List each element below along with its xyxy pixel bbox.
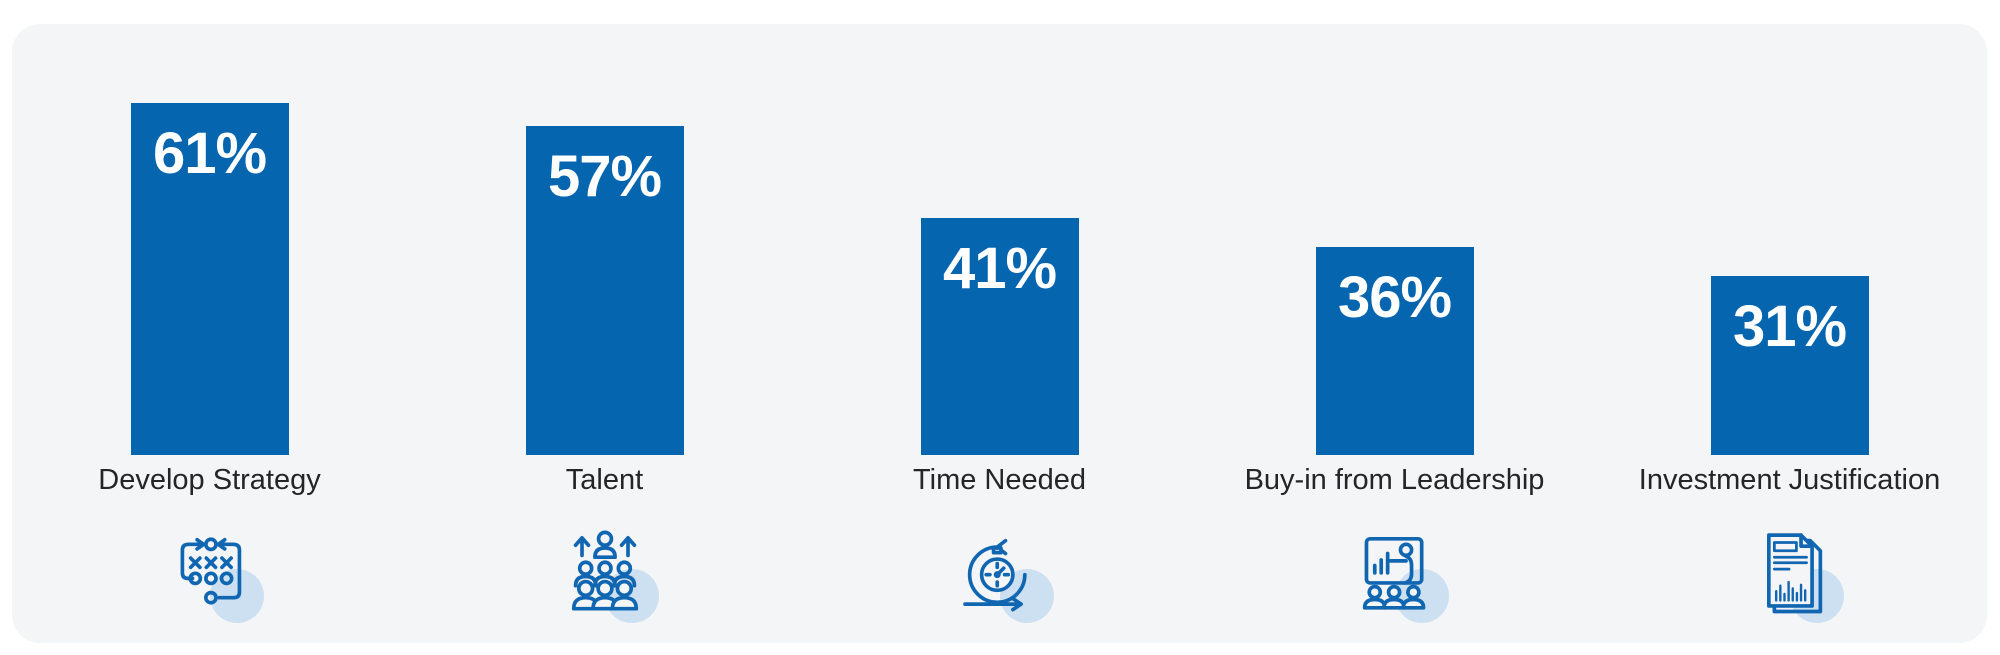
- bar-value-label: 36%: [1337, 265, 1452, 330]
- chart-column: 57% Talent: [407, 24, 802, 623]
- bar-value-label: 61%: [152, 121, 267, 186]
- bar: 36%: [1315, 247, 1474, 455]
- icon-wrap: [1738, 525, 1844, 623]
- bar-chart: 61% Develop Strategy 57% Talent 41% Time…: [12, 24, 1987, 623]
- icon-wrap: [948, 525, 1054, 623]
- chart-column: 41% Time Needed: [802, 24, 1197, 623]
- bar-value-label: 57%: [547, 144, 662, 209]
- bar: 61%: [130, 103, 289, 455]
- icon-wrap: [1343, 525, 1449, 623]
- bar: 31%: [1710, 276, 1869, 455]
- chart-column: 31% Investment Justification: [1592, 24, 1987, 623]
- leadership-presentation-icon: [1362, 536, 1425, 610]
- bar-area: 57%: [525, 24, 684, 455]
- chart-column: 61% Develop Strategy: [12, 24, 407, 623]
- bar-area: 31%: [1710, 24, 1869, 455]
- bar: 57%: [525, 126, 684, 455]
- talent-growth-icon: [571, 530, 638, 611]
- bar-area: 36%: [1315, 24, 1474, 455]
- icon-wrap: [553, 525, 659, 623]
- report-document-icon: [1766, 533, 1822, 614]
- bar-value-label: 31%: [1732, 294, 1847, 359]
- category-label: Time Needed: [912, 464, 1086, 496]
- chart-card: 61% Develop Strategy 57% Talent 41% Time…: [12, 24, 1987, 643]
- bar: 41%: [920, 218, 1079, 455]
- category-label: Investment Justification: [1638, 464, 1941, 496]
- category-label: Develop Strategy: [98, 464, 321, 496]
- category-label: Talent: [565, 464, 644, 496]
- chart-column: 36% Buy-in from Leadership: [1197, 24, 1592, 623]
- sprint-timer-icon: [962, 538, 1027, 612]
- bar-area: 41%: [920, 24, 1079, 455]
- icon-wrap: [158, 525, 264, 623]
- bar-area: 61%: [130, 24, 289, 455]
- bar-value-label: 41%: [942, 236, 1057, 301]
- strategy-tactics-icon: [180, 537, 241, 605]
- category-label: Buy-in from Leadership: [1244, 464, 1545, 496]
